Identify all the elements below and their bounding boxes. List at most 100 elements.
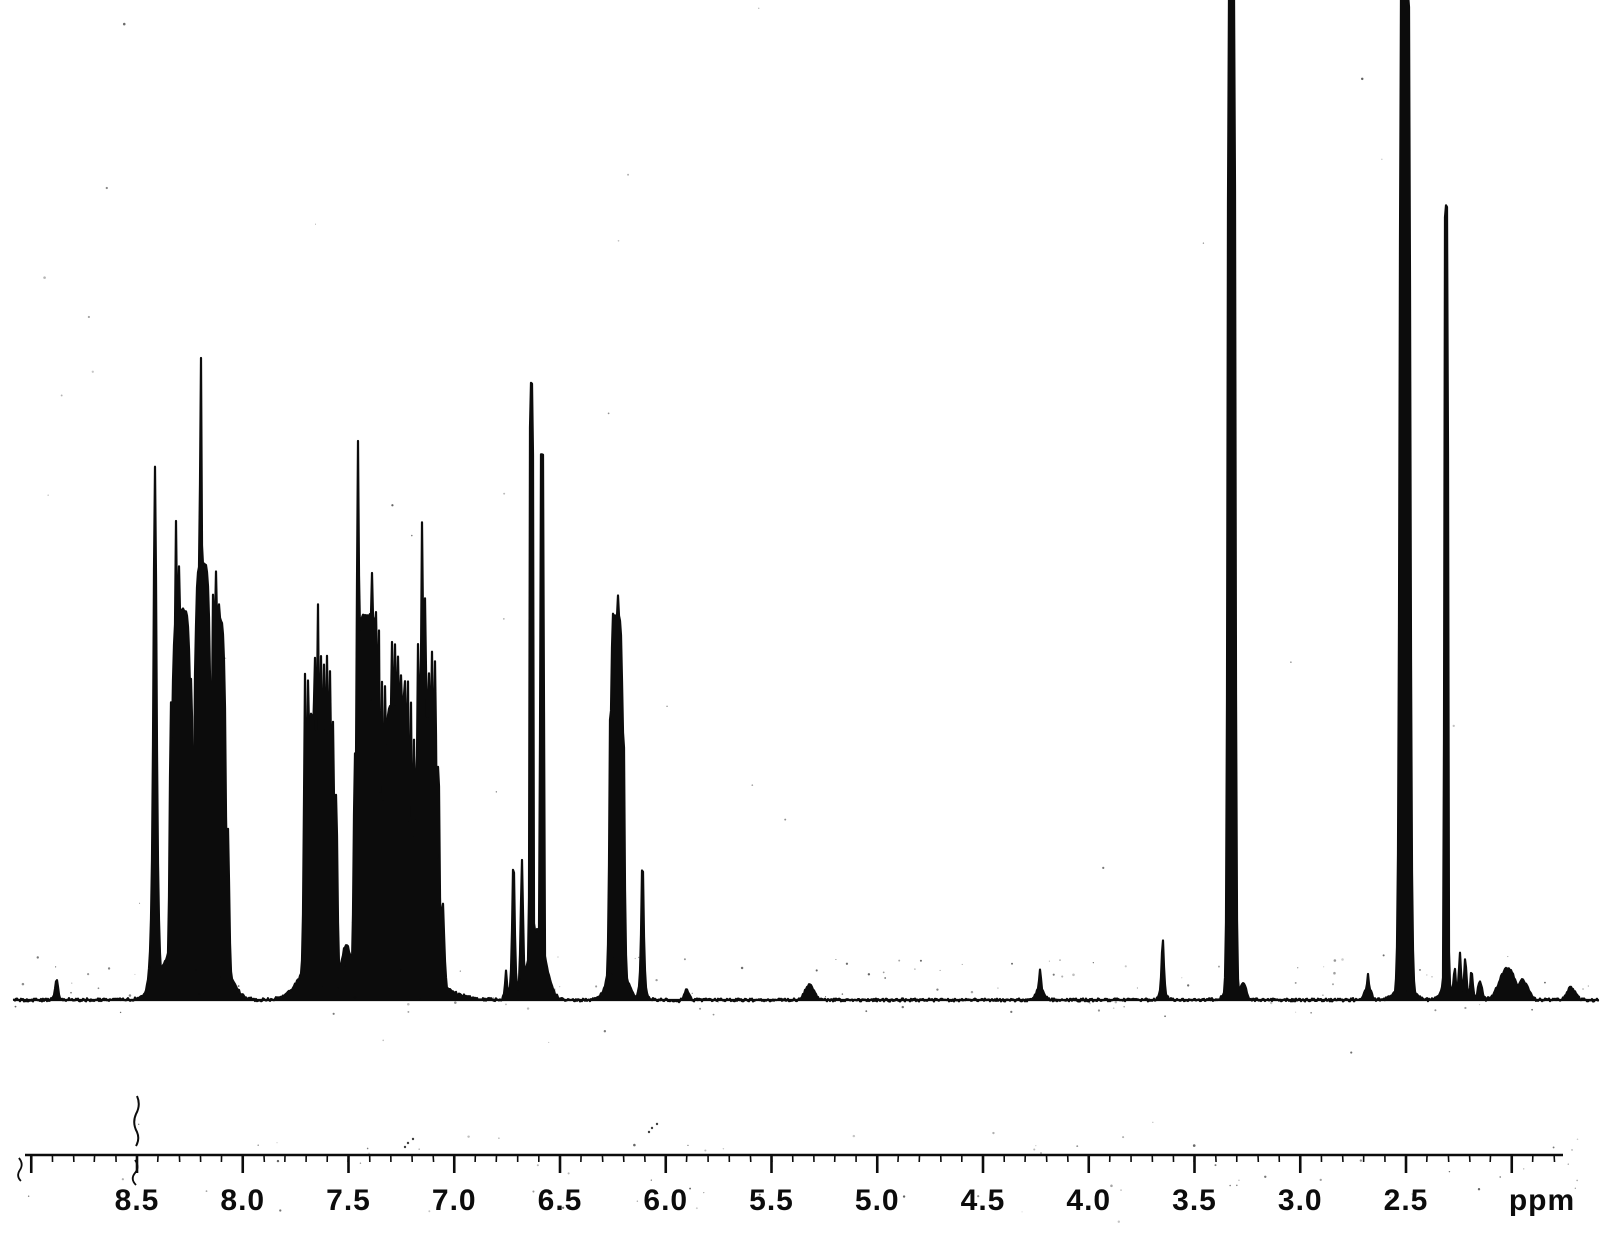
scan-speck	[561, 1206, 565, 1209]
scan-speck	[87, 315, 90, 319]
scan-speck	[1361, 77, 1364, 81]
scan-speck	[526, 1007, 530, 1010]
scan-speck	[1214, 1164, 1217, 1167]
scan-speck	[71, 982, 73, 984]
scan-speck	[1448, 1170, 1451, 1173]
scan-speck	[279, 1209, 282, 1212]
scan-speck	[1478, 1003, 1481, 1006]
scan-speck	[1052, 973, 1055, 976]
scan-speck	[1229, 1184, 1231, 1187]
scan-speck	[1295, 1011, 1297, 1013]
scan-speck	[1102, 866, 1105, 869]
scan-speck	[1310, 1011, 1312, 1014]
scan-speck	[961, 963, 963, 965]
axis-tick-label: 4.5	[961, 1184, 1006, 1217]
scan-speck	[97, 987, 100, 990]
scan-speck	[1100, 999, 1103, 1002]
scan-speck	[134, 973, 136, 975]
scan-speck	[428, 1210, 431, 1213]
scan-speck	[1092, 962, 1094, 964]
scan-speck	[498, 1137, 500, 1139]
axis-tick-label: 8.5	[115, 1184, 160, 1217]
scan-speck	[689, 1187, 691, 1190]
scan-speck	[607, 412, 610, 415]
scan-speck	[250, 997, 252, 999]
scan-speck	[634, 957, 636, 960]
scan-speck	[758, 7, 760, 9]
scan-speck	[105, 186, 108, 190]
scan-speck	[1187, 984, 1190, 987]
scan-speck	[1297, 967, 1299, 969]
scan-speck	[338, 1194, 341, 1197]
scan-speck	[622, 975, 625, 978]
scan-speck	[841, 993, 844, 995]
axis-tick-label: 8.0	[220, 1184, 265, 1217]
scan-speck	[366, 1147, 369, 1150]
scan-speck	[276, 1142, 278, 1144]
minor-tick	[1468, 1153, 1471, 1163]
scan-speck	[567, 1172, 570, 1175]
scan-speck	[617, 239, 620, 242]
scan-speck	[332, 1012, 335, 1015]
scan-speck	[902, 1195, 906, 1198]
scan-speck	[1419, 968, 1421, 971]
scan-speck	[845, 962, 849, 965]
scan-speck	[1499, 1176, 1502, 1178]
axis-tick-label: 5.0	[855, 1184, 900, 1217]
scan-speck	[666, 705, 668, 708]
scan-speck	[1341, 958, 1344, 961]
scan-speck	[620, 964, 623, 967]
scan-speck	[368, 1152, 370, 1155]
scan-speck	[655, 1122, 659, 1126]
scan-speck	[1122, 1136, 1125, 1139]
scan-speck	[647, 1130, 651, 1134]
axis-tick-label: 3.0	[1278, 1184, 1323, 1217]
scan-speck	[1350, 1051, 1353, 1054]
scan-speck	[1359, 1159, 1363, 1162]
scan-speck	[740, 966, 744, 970]
scan-speck	[1264, 1175, 1267, 1178]
scan-speck	[977, 1195, 980, 1198]
axis-unit-label: ppm	[1509, 1184, 1575, 1217]
scan-speck	[403, 1145, 407, 1149]
axis-tick-label: 3.5	[1172, 1184, 1217, 1217]
scan-speck	[359, 1162, 362, 1164]
scan-speck	[1544, 981, 1546, 984]
scan-speck	[1323, 966, 1325, 968]
scan-speck	[835, 959, 837, 961]
scan-speck	[704, 1149, 707, 1152]
scan-speck	[997, 987, 999, 989]
scan-artifacts	[17, 1095, 659, 1186]
scan-speck	[492, 997, 495, 1000]
scan-speck	[824, 996, 827, 998]
scan-speck	[237, 985, 240, 987]
scan-speck	[919, 959, 922, 962]
axis-tick-label: 7.5	[326, 1184, 371, 1217]
scan-speck	[712, 1013, 715, 1016]
scan-speck	[627, 173, 630, 176]
integral-squiggle	[133, 1095, 140, 1147]
scan-speck	[703, 1192, 705, 1194]
scan-speck	[717, 1001, 719, 1003]
scan-speck	[1124, 965, 1127, 968]
scan-speck	[1552, 1146, 1555, 1149]
scan-speck	[1581, 998, 1583, 1000]
scan-speck	[1088, 1002, 1091, 1005]
scan-speck	[695, 1207, 698, 1210]
scan-speck	[505, 1003, 507, 1006]
scan-speck	[406, 1141, 410, 1145]
scan-speck	[382, 1039, 385, 1042]
scan-speck	[195, 969, 198, 972]
scan-speck	[1136, 987, 1138, 989]
scan-speck	[595, 985, 598, 988]
scan-speck	[884, 977, 887, 979]
scan-speck	[992, 1131, 995, 1135]
scan-speck	[519, 978, 521, 980]
scan-speck	[650, 1126, 654, 1130]
scan-speck	[418, 1148, 420, 1150]
scan-speck	[119, 1011, 122, 1014]
scan-speck	[1181, 977, 1183, 979]
scan-speck	[107, 967, 111, 970]
scan-speck	[691, 992, 693, 994]
scan-speck	[1567, 1163, 1569, 1165]
